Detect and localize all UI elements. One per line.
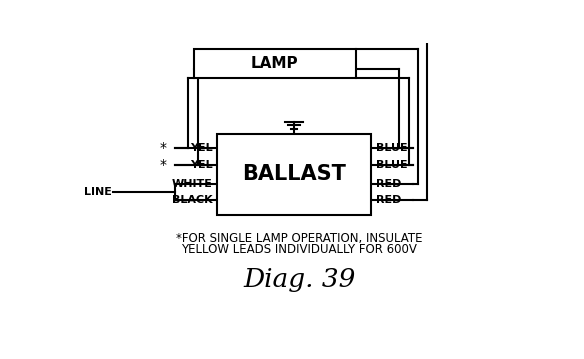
Text: YEL: YEL bbox=[190, 144, 213, 154]
Text: BLACK: BLACK bbox=[172, 195, 213, 205]
Text: BLUE: BLUE bbox=[376, 160, 407, 170]
Text: BALLAST: BALLAST bbox=[242, 164, 346, 185]
Text: BLUE: BLUE bbox=[376, 144, 407, 154]
Text: *: * bbox=[159, 141, 166, 155]
Text: *: * bbox=[159, 158, 166, 172]
Text: *FOR SINGLE LAMP OPERATION, INSULATE: *FOR SINGLE LAMP OPERATION, INSULATE bbox=[176, 232, 423, 245]
Text: YEL: YEL bbox=[190, 160, 213, 170]
Bar bbox=[217, 134, 371, 215]
Text: RED: RED bbox=[376, 195, 401, 205]
Text: LINE: LINE bbox=[84, 187, 112, 197]
Text: Diag. 39: Diag. 39 bbox=[243, 267, 356, 292]
Text: LAMP: LAMP bbox=[251, 56, 298, 71]
Text: YELLOW LEADS INDIVIDUALLY FOR 600V: YELLOW LEADS INDIVIDUALLY FOR 600V bbox=[182, 243, 417, 256]
Bar bbox=[194, 49, 356, 78]
Text: WHITE: WHITE bbox=[172, 179, 213, 189]
Text: RED: RED bbox=[376, 179, 401, 189]
